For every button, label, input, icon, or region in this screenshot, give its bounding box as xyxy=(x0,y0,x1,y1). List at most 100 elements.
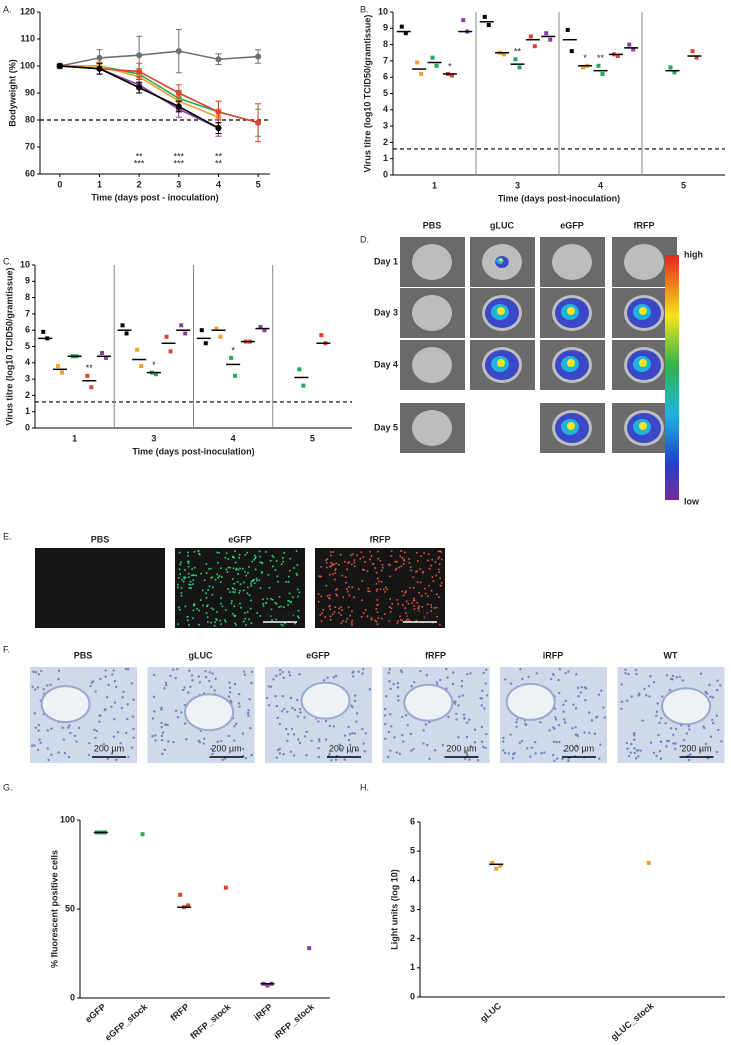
cell xyxy=(181,579,183,581)
cell xyxy=(247,572,249,574)
nucleus xyxy=(593,732,597,735)
nucleus xyxy=(424,723,428,726)
y-tick-label: 60 xyxy=(25,168,35,178)
nucleus xyxy=(447,715,450,719)
nucleus xyxy=(501,740,505,743)
cell xyxy=(330,554,332,557)
nucleus xyxy=(298,673,301,676)
cell xyxy=(330,561,333,564)
nucleus xyxy=(228,686,232,689)
nucleus xyxy=(620,683,623,686)
nucleus xyxy=(286,739,289,743)
cell xyxy=(272,556,275,558)
nucleus xyxy=(637,755,640,758)
nucleus xyxy=(480,725,484,729)
cell xyxy=(233,614,235,617)
cell xyxy=(377,550,379,553)
column-label: fRFP xyxy=(425,650,446,660)
nucleus xyxy=(77,726,81,730)
column-label: PBS xyxy=(423,220,442,230)
image-tissue xyxy=(552,244,592,280)
cell xyxy=(213,624,216,627)
nucleus xyxy=(552,753,555,757)
nucleus xyxy=(515,721,518,724)
y-tick-label: 1 xyxy=(25,406,30,416)
cell xyxy=(179,563,181,566)
cell xyxy=(427,595,429,598)
nucleus xyxy=(627,672,630,676)
nucleus xyxy=(237,702,241,705)
x-tick-label: 4 xyxy=(216,179,221,189)
cell xyxy=(233,605,236,608)
signal xyxy=(499,258,503,262)
cell xyxy=(192,604,195,607)
point xyxy=(262,328,267,333)
nucleus xyxy=(383,714,387,717)
point xyxy=(215,125,222,132)
y-tick-label: 9 xyxy=(383,23,388,33)
cell xyxy=(287,599,289,602)
cell xyxy=(334,568,337,570)
nucleus xyxy=(548,729,551,732)
nucleus xyxy=(267,704,271,707)
significance: *** xyxy=(174,158,185,168)
nucleus xyxy=(661,695,664,698)
nucleus xyxy=(428,757,431,761)
nucleus xyxy=(465,735,469,739)
nucleus xyxy=(250,681,253,685)
nucleus xyxy=(246,711,250,715)
cell xyxy=(188,576,190,579)
nucleus xyxy=(172,668,175,671)
cell xyxy=(340,614,342,616)
column-label: PBS xyxy=(91,534,110,544)
y-tick-label: 110 xyxy=(20,33,35,43)
cell xyxy=(382,588,385,591)
point xyxy=(233,373,238,378)
cell xyxy=(238,553,241,556)
nucleus xyxy=(191,679,194,682)
cell xyxy=(430,589,433,592)
cell xyxy=(182,580,185,583)
nucleus xyxy=(322,679,326,682)
cell xyxy=(268,586,271,589)
cell xyxy=(437,557,439,560)
nucleus xyxy=(160,734,164,738)
signal xyxy=(567,359,575,367)
cell xyxy=(370,555,373,557)
cell xyxy=(220,602,222,605)
nucleus xyxy=(390,725,393,728)
nucleus xyxy=(464,757,467,760)
nucleus xyxy=(120,706,124,710)
nucleus xyxy=(355,712,359,715)
cell xyxy=(187,560,189,563)
cell xyxy=(221,605,224,608)
y-tick-label: 3 xyxy=(25,373,30,383)
cell xyxy=(280,623,283,626)
point xyxy=(55,364,60,369)
nucleus xyxy=(296,698,299,702)
cell xyxy=(347,586,350,588)
cell xyxy=(253,578,255,581)
cell xyxy=(278,596,281,598)
nucleus xyxy=(552,726,555,729)
cell xyxy=(329,608,331,611)
y-tick-label: 4 xyxy=(410,875,415,885)
nucleus xyxy=(389,687,392,691)
cell xyxy=(322,609,324,611)
nucleus xyxy=(469,672,472,675)
cell xyxy=(271,619,273,621)
nucleus xyxy=(132,736,135,739)
cell xyxy=(341,574,344,577)
cell xyxy=(235,567,238,570)
cell xyxy=(192,609,195,612)
x-tick-label: 0 xyxy=(57,179,62,189)
cell xyxy=(419,568,422,570)
nucleus xyxy=(50,753,53,757)
nucleus xyxy=(398,752,402,755)
cell xyxy=(186,616,189,618)
nucleus xyxy=(678,675,682,679)
point xyxy=(136,84,143,91)
panel-label: H. xyxy=(360,782,369,792)
cell xyxy=(412,586,415,589)
nucleus xyxy=(635,672,638,676)
